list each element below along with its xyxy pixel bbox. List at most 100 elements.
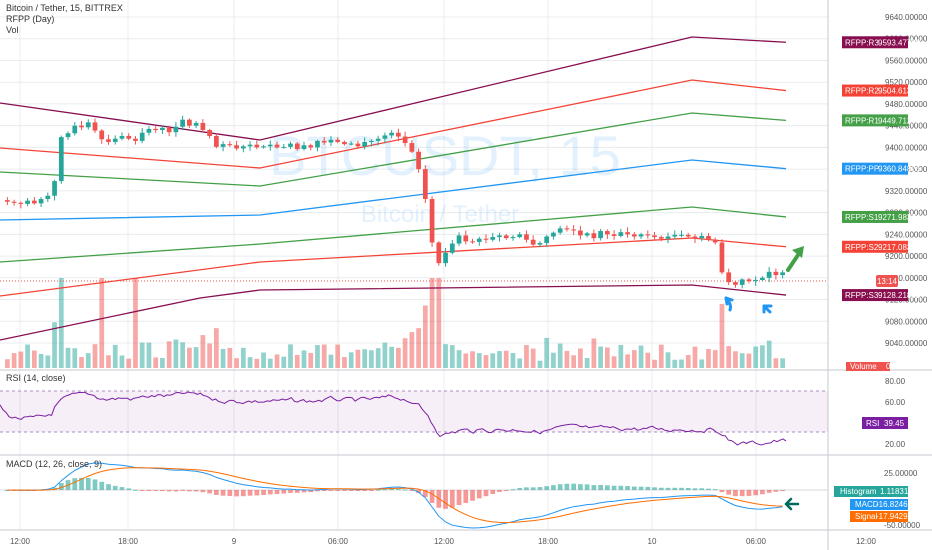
candle-body <box>99 130 105 140</box>
volume-bar <box>537 360 543 368</box>
volume-bar <box>746 353 752 368</box>
volume-bar <box>160 358 165 368</box>
volume-bar <box>133 278 138 368</box>
candle-body <box>187 119 192 126</box>
volume-bar <box>436 278 442 368</box>
macd-histogram-bar <box>335 490 341 491</box>
macd-histogram-bar <box>213 490 219 495</box>
macd-histogram-bar <box>396 488 401 490</box>
volume-bar <box>476 353 482 368</box>
macd-histogram-bar <box>517 487 523 490</box>
rsi-label: RSI <box>866 419 879 428</box>
price-tick: 9040.00000 <box>885 339 928 348</box>
candle-body <box>133 138 138 141</box>
volume-bar <box>658 344 664 368</box>
volume-bar <box>247 357 253 368</box>
volume-bar <box>281 356 287 368</box>
macd-histogram-bar <box>658 487 664 490</box>
candle-body <box>31 200 37 204</box>
candle-body <box>369 140 374 142</box>
volume-bar <box>631 350 637 368</box>
macd-histogram-bar <box>288 490 293 493</box>
macd-line <box>7 462 783 529</box>
volume-bar <box>773 358 779 368</box>
time-tick: 12:00 <box>10 537 31 546</box>
volume-bar <box>99 278 105 368</box>
indicator-rfpp-title[interactable]: RFPP (Day) <box>6 14 55 24</box>
rsi-tick-20: 20.00 <box>885 440 906 449</box>
volume-bar <box>409 332 415 368</box>
indicator-vol-title[interactable]: Vol <box>6 25 19 35</box>
candle-body <box>652 235 657 238</box>
candle-body <box>72 125 78 134</box>
candle-body <box>706 235 711 240</box>
macd-histogram-bar <box>308 490 314 493</box>
rsi-value-tag <box>862 417 908 429</box>
macd-histogram-bar <box>409 490 415 491</box>
candle-body <box>564 228 570 230</box>
macd-signal-tag <box>850 511 908 522</box>
volume-bar <box>200 335 206 368</box>
macd-histogram-bar <box>564 483 570 490</box>
macd-histogram-bar <box>146 490 152 491</box>
macd-histogram-bar <box>321 490 327 491</box>
candle-body <box>25 200 30 204</box>
candle-body <box>389 132 394 136</box>
volume-bar <box>146 342 152 368</box>
candle-body <box>746 279 752 282</box>
volume-bar <box>288 344 293 368</box>
candle-body <box>463 235 469 242</box>
chart-grid <box>0 0 828 530</box>
candle-body <box>274 144 280 148</box>
macd-histogram-bar <box>160 490 165 491</box>
candle-body <box>227 144 233 146</box>
macd-histogram-bar <box>139 490 145 491</box>
candle-body <box>375 138 381 141</box>
macd-histogram-bar <box>578 484 583 490</box>
volume-bar <box>166 341 172 368</box>
volume-bar <box>638 345 644 368</box>
macd-tick-25: 25.00000 <box>884 469 918 478</box>
price-tick: 9200.00000 <box>885 252 928 261</box>
volume-bar <box>11 353 17 368</box>
symbol-title[interactable]: Bitcoin / Tether, 15, BITTREX <box>6 3 123 13</box>
candle-body <box>524 234 529 240</box>
macd-histogram-bar <box>180 490 186 491</box>
macd-histogram-tag <box>834 486 908 497</box>
level-label-s3: RFPP:S3 <box>845 291 879 300</box>
macd-histogram-bar <box>261 490 266 495</box>
candle-body <box>760 277 765 280</box>
candle-body <box>315 140 320 148</box>
candle-body <box>207 130 212 136</box>
candle-body <box>429 199 435 243</box>
macd-histogram-bar <box>672 487 678 490</box>
volume-bar <box>79 357 84 368</box>
macd-histogram-bar <box>153 490 159 491</box>
volume-bar <box>85 353 91 368</box>
candle-body <box>638 234 644 237</box>
candle-body <box>288 143 293 147</box>
candle-body <box>234 145 239 149</box>
candle-body <box>335 139 341 142</box>
level-tag-r1 <box>842 114 908 127</box>
macd-histogram-bar <box>382 489 388 491</box>
macd-histogram-bar <box>645 486 651 490</box>
candle-body <box>160 127 165 131</box>
volume-bar <box>416 328 421 368</box>
candle-body <box>631 234 637 237</box>
candle-body <box>409 143 415 152</box>
macd-histogram-bar <box>712 489 718 491</box>
rsi-pane-title[interactable]: RSI (14, close) <box>6 373 66 383</box>
pivot-line-r2 <box>0 79 787 169</box>
price-tick: 9320.00000 <box>885 187 928 196</box>
time-axis[interactable]: 12:00 18:00 9 06:00 12:00 18:00 10 06:00 12:00 <box>10 537 877 546</box>
candle-body <box>497 235 502 238</box>
volume-bar <box>112 344 118 368</box>
candle-body <box>65 133 71 138</box>
macd-pane-title[interactable]: MACD (12, 26, close, 9) <box>6 459 103 469</box>
level-value-pp: 9360.84826 <box>878 165 921 174</box>
macd-line-tag <box>850 499 908 510</box>
candle-body <box>308 145 314 148</box>
candle-body <box>416 151 421 170</box>
